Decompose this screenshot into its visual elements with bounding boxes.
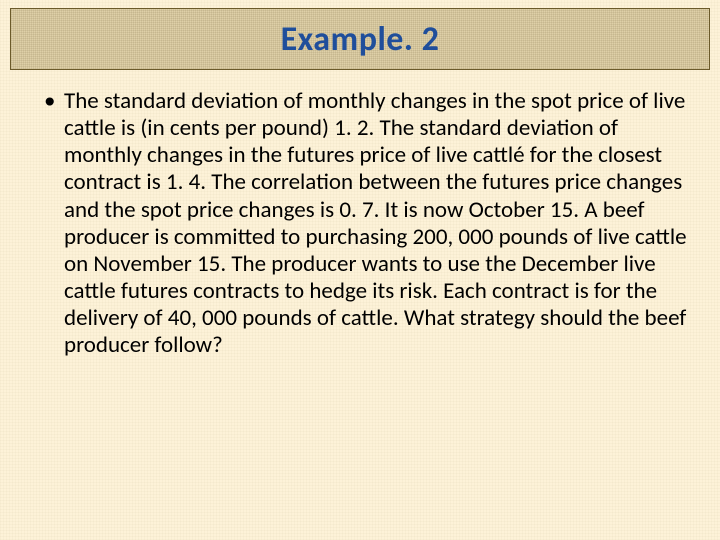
bullet-item: The standard deviation of monthly change… bbox=[44, 88, 692, 359]
slide: Example. 2 The standard deviation of mon… bbox=[0, 8, 720, 540]
slide-title: Example. 2 bbox=[281, 19, 440, 60]
body-area: The standard deviation of monthly change… bbox=[0, 70, 720, 359]
title-box: Example. 2 bbox=[10, 8, 710, 70]
bullet-text: The standard deviation of monthly change… bbox=[64, 87, 687, 359]
